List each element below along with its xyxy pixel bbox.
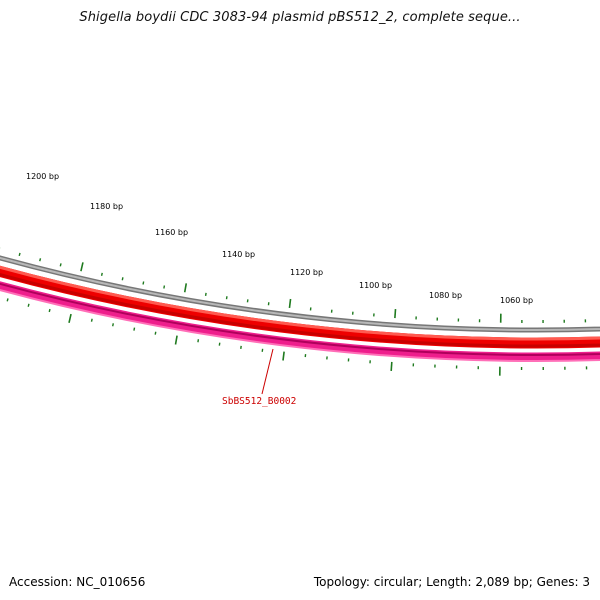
inner-major-tick [282, 351, 285, 361]
inner-minor-tick [112, 323, 114, 327]
forward-gene-edge [0, 265, 600, 341]
tick-label: 1100 bp [359, 281, 392, 290]
accession-label: Accession: NC_010656 [9, 575, 146, 589]
tick-label: 1200 bp [26, 172, 59, 181]
minor-tick [59, 263, 62, 267]
major-tick [394, 309, 397, 319]
inner-minor-tick [48, 308, 51, 313]
inner-major-tick [174, 335, 178, 345]
minor-tick [18, 252, 21, 257]
forward-gene-band [0, 265, 600, 349]
forward-gene-shadow [0, 272, 600, 348]
inner-tick-marks [6, 298, 588, 376]
minor-tick [121, 277, 124, 281]
tick-label: 1080 bp [429, 291, 462, 300]
gene-annotation[interactable]: SbBS512_B0002 [222, 348, 296, 407]
inner-minor-tick [6, 298, 9, 302]
reverse-gene-band [0, 281, 600, 362]
gene-leader-line [261, 348, 274, 395]
major-tick [183, 283, 188, 293]
major-tick [288, 298, 292, 309]
inner-minor-tick [90, 318, 93, 322]
tick-label: 1120 bp [290, 268, 323, 277]
reverse-gene-edge [0, 288, 600, 362]
gene-label[interactable]: SbBS512_B0002 [222, 396, 296, 407]
tick-label: 1160 bp [155, 228, 188, 237]
tick-label: 1180 bp [90, 202, 123, 211]
minor-tick [163, 285, 166, 289]
outer-tick-marks [0, 247, 587, 323]
minor-tick [142, 281, 145, 285]
tick-labels: 1200 bp 1180 bp 1160 bp 1140 bp 1120 bp 1100 … [26, 172, 533, 305]
inner-minor-tick [27, 303, 30, 307]
backbone-highlight [0, 256, 600, 331]
inner-major-tick [390, 361, 393, 371]
tick-label: 1060 bp [500, 296, 533, 305]
sequence-summary: Topology: circular; Length: 2,089 bp; Ge… [313, 575, 590, 589]
map-title: Shigella boydii CDC 3083-94 plasmid pBS5… [79, 10, 521, 25]
inner-minor-tick [133, 327, 136, 331]
minor-tick [39, 258, 42, 262]
sequence-tracks [0, 255, 600, 362]
major-tick [80, 262, 84, 272]
inner-major-tick [68, 313, 72, 323]
inner-minor-tick [154, 331, 157, 335]
minor-tick [100, 272, 103, 276]
tick-label: 1140 bp [222, 250, 255, 259]
reverse-gene-shadow [0, 282, 600, 356]
